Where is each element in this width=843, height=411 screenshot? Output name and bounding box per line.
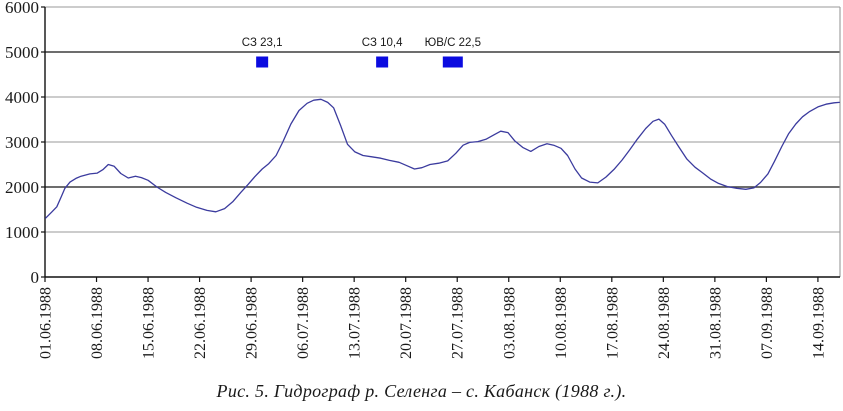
annotation-label-2: ЮВ/С 22,5 bbox=[425, 37, 481, 49]
x-axis-label-6: 13.07.1988 bbox=[347, 287, 364, 359]
x-axis-label-9: 03.08.1988 bbox=[501, 287, 518, 359]
y-axis-label-2000: 2000 bbox=[5, 178, 39, 197]
x-axis-label-11: 17.08.1988 bbox=[604, 287, 621, 359]
x-axis-label-12: 24.08.1988 bbox=[656, 287, 673, 359]
annotation-marker-1 bbox=[376, 56, 389, 68]
y-axis-label-4000: 4000 bbox=[5, 88, 39, 107]
x-axis-label-13: 31.08.1988 bbox=[707, 287, 724, 359]
figure-caption: Рис. 5. Гидрограф р. Селенга – с. Кабанс… bbox=[216, 381, 627, 401]
annotation-marker-2 bbox=[442, 56, 463, 68]
y-axis-label-0: 0 bbox=[31, 268, 40, 287]
x-axis-label-7: 20.07.1988 bbox=[398, 287, 415, 359]
annotation-label-0: СЗ 23,1 bbox=[242, 37, 283, 49]
y-axis-label-5000: 5000 bbox=[5, 43, 39, 62]
y-axis-label-3000: 3000 bbox=[5, 133, 39, 152]
x-axis-label-4: 29.06.1988 bbox=[244, 287, 261, 359]
x-axis-label-3: 22.06.1988 bbox=[192, 287, 209, 359]
y-axis-label-1000: 1000 bbox=[5, 223, 39, 242]
series-line-0 bbox=[45, 98, 840, 219]
hydrograph-chart: 0 1000 2000 3000 4000 5000 6000 01.06.1988 08.06… bbox=[5, 0, 841, 359]
x-axis-label-2: 15.06.1988 bbox=[141, 287, 158, 359]
annotation-label-1: СЗ 10,4 bbox=[362, 37, 403, 49]
annotation-marker-0 bbox=[256, 56, 269, 68]
x-axis-label-1: 08.06.1988 bbox=[89, 287, 106, 359]
x-axis-label-15: 14.09.1988 bbox=[810, 287, 827, 359]
x-axis-label-0: 01.06.1988 bbox=[38, 287, 55, 359]
x-axis-label-5: 06.07.1988 bbox=[295, 287, 312, 359]
x-axis-label-14: 07.09.1988 bbox=[759, 287, 776, 359]
x-axis-label-10: 10.08.1988 bbox=[553, 287, 570, 359]
y-axis-label-6000: 6000 bbox=[5, 0, 39, 17]
x-axis-label-8: 27.07.1988 bbox=[450, 287, 467, 359]
